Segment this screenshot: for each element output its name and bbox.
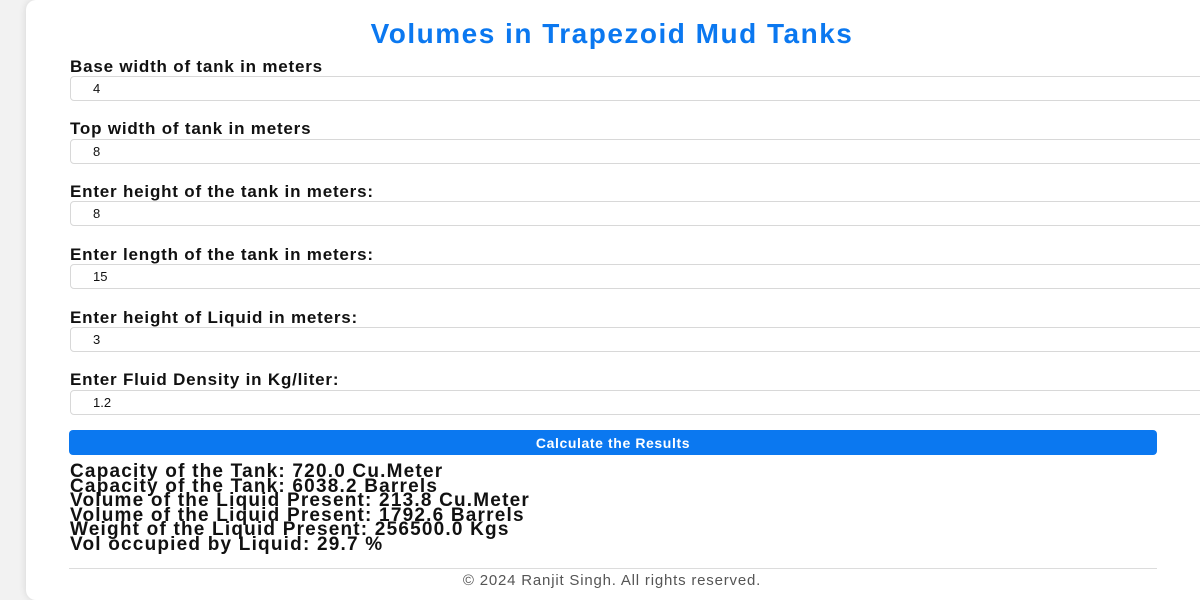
top-width-label: Top width of tank in meters <box>70 119 312 138</box>
result-tank-capacity-cubic: Capacity of the Tank: 720.0 Cu.Meter <box>70 461 444 482</box>
footer-divider <box>69 568 1157 569</box>
top-width-input[interactable] <box>70 139 1200 164</box>
result-tank-capacity-barrels: Capacity of the Tank: 6038.2 Barrels <box>70 475 439 497</box>
base-width-input[interactable] <box>70 76 1200 101</box>
page-title: Volumes in Trapezoid Mud Tanks <box>370 18 854 49</box>
tank-length-label: Enter length of the tank in meters: <box>70 245 374 264</box>
footer-copyright: © 2024 Ranjit Singh. All rights reserved… <box>462 572 762 589</box>
calculator-card: Volumes in Trapezoid Mud Tanks Base widt… <box>26 0 1200 600</box>
result-liquid-volume-cubic: Volume of the Liquid Present: 213.8 Cu.M… <box>70 490 530 512</box>
base-width-label: Base width of tank in meters <box>70 57 323 76</box>
tank-length-input[interactable] <box>70 264 1200 289</box>
result-liquid-weight: Weight of the Liquid Present: 256500.0 K… <box>70 519 510 541</box>
result-volume-occupied: Vol occupied by Liquid: 29.7 % <box>70 533 384 555</box>
result-liquid-volume-barrels: Volume of the Liquid Present: 1792.6 Bar… <box>70 504 525 526</box>
tank-height-input[interactable] <box>70 201 1200 226</box>
results-panel: Capacity of the Tank: 720.0 Cu.Meter Cap… <box>70 461 1170 555</box>
fluid-density-input[interactable] <box>70 390 1200 415</box>
fluid-density-label: Enter Fluid Density in Kg/liter: <box>70 370 340 389</box>
liquid-height-input[interactable] <box>70 327 1200 352</box>
calculate-button[interactable]: Calculate the Results <box>69 430 1157 455</box>
tank-height-label: Enter height of the tank in meters: <box>70 182 374 201</box>
liquid-height-label: Enter height of Liquid in meters: <box>70 308 359 327</box>
